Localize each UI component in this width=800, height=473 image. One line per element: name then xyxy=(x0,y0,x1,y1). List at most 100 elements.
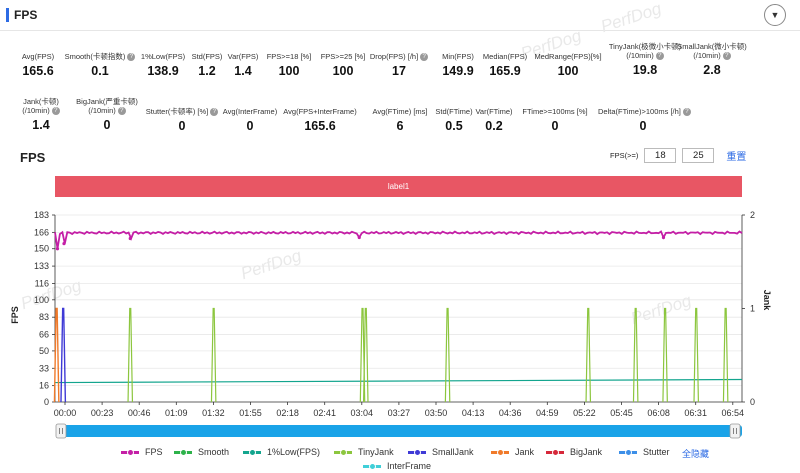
label-bar[interactable]: label1 xyxy=(55,176,742,197)
help-icon[interactable]: ? xyxy=(682,108,691,117)
stat-label: Std(FTime) xyxy=(435,107,473,116)
help-icon[interactable]: ? xyxy=(722,52,731,61)
y-tick-label: 33 xyxy=(39,363,49,373)
stat-label: Var(FTime) xyxy=(475,107,513,116)
x-tick-label: 03:27 xyxy=(388,408,411,418)
stat-value: 0 xyxy=(551,119,559,133)
legend-item-interframe[interactable]: InterFrame xyxy=(363,461,431,471)
y2-tick-label: 1 xyxy=(750,304,755,314)
y-axis-left: 0 16 33 50 66 83 100 116 133 150 166 183 xyxy=(34,210,56,407)
legend-marker xyxy=(369,462,376,470)
tinyjank-spike xyxy=(722,307,729,403)
fps-dip-point xyxy=(55,247,60,251)
fps-filter: FPS(>=) 18 25 重置 xyxy=(610,148,746,163)
x-tick-label: 00:00 xyxy=(54,408,77,418)
legend-item-fps[interactable]: FPS xyxy=(121,447,163,457)
help-icon[interactable]: ? xyxy=(420,53,429,62)
legend-swatch xyxy=(491,448,509,456)
legend-item-jank[interactable]: Jank xyxy=(491,447,534,457)
help-icon[interactable]: ? xyxy=(210,108,219,117)
jank-spike xyxy=(53,307,60,403)
legend-item-tinyjank[interactable]: TinyJank xyxy=(334,447,394,457)
help-icon[interactable]: ? xyxy=(127,53,136,62)
fps-dip-point xyxy=(357,235,361,240)
x-tick-label: 05:45 xyxy=(610,408,633,418)
x-tick-label: 03:04 xyxy=(351,408,374,418)
stat-label: Avg(FPS+InterFrame) xyxy=(283,107,357,116)
slider-handle-right xyxy=(729,423,741,439)
legend-item-1-low-fps-[interactable]: 1%Low(FPS) xyxy=(243,447,320,457)
stat-value: 0 xyxy=(246,119,254,133)
legend-marker xyxy=(180,448,187,456)
stat-stats_row2-2: Stutter(卡顿率) [%]? 0 xyxy=(137,107,227,133)
y-axis-label: FPS xyxy=(10,306,20,324)
fps-dip-point xyxy=(62,242,66,246)
chart-title: FPS xyxy=(20,150,46,165)
legend-item-smooth[interactable]: Smooth xyxy=(174,447,229,457)
legend-swatch xyxy=(174,448,192,456)
chevron-down-icon[interactable]: ▼ xyxy=(764,4,786,26)
chart-legend: FPS Smooth 1%Low(FPS) TinyJank SmallJank Jank… xyxy=(0,443,800,473)
stat-stats_row1-12: SmallJank(微小卡顿) (/10min)? 2.8 xyxy=(667,42,757,77)
tinyjank-spike xyxy=(127,307,134,403)
legend-item-stutter[interactable]: Stutter xyxy=(619,447,670,457)
stat-stats_row1-6: FPS>=25 [%] 100 xyxy=(298,52,388,78)
legend-item-bigjank[interactable]: BigJank xyxy=(546,447,602,457)
stat-value: 0 xyxy=(178,119,186,134)
x-tick-label: 00:23 xyxy=(91,408,114,418)
stat-stats_row1-7: Drop(FPS) [/h]? 17 xyxy=(354,52,444,78)
y-tick-label: 66 xyxy=(39,330,49,340)
legend-swatch xyxy=(408,448,426,456)
stat-label: TinyJank(极微小卡顿) (/10min)? xyxy=(608,42,682,61)
stat-label: Var(FPS) xyxy=(227,52,259,61)
stat-stats_row1-2: 1%Low(FPS) 138.9 xyxy=(118,52,208,78)
smalljank-spike xyxy=(60,307,67,403)
legend-swatch xyxy=(243,448,261,456)
legend-marker xyxy=(127,448,134,456)
stat-stats_row1-3: Std(FPS) 1.2 xyxy=(162,52,252,78)
stat-stats_row2-1: BigJank(严重卡顿) (/10min)? 0 xyxy=(62,97,152,132)
help-icon[interactable]: ? xyxy=(655,52,664,61)
legend-item-smalljank[interactable]: SmallJank xyxy=(408,447,474,457)
stat-stats_row1-0: Avg(FPS) 165.6 xyxy=(0,52,83,78)
legend-swatch xyxy=(121,448,139,456)
y-tick-label: 100 xyxy=(34,295,49,305)
stat-value: 165.6 xyxy=(22,64,54,78)
panel-title: FPS xyxy=(14,8,38,22)
stat-value: 0.5 xyxy=(445,119,463,133)
stat-stats_row2-7: Var(FTime) 0.2 xyxy=(449,107,539,133)
help-icon[interactable]: ? xyxy=(117,107,126,116)
fps-threshold-input-1[interactable]: 18 xyxy=(644,148,677,163)
fps-threshold-input-2[interactable]: 25 xyxy=(682,148,715,163)
tinyjank-spike xyxy=(632,307,639,403)
stat-stats_row2-8: FTime>=100ms [%] 0 xyxy=(510,107,600,133)
stat-value: 149.9 xyxy=(442,64,474,78)
legend-label: 1%Low(FPS) xyxy=(267,447,321,457)
stat-label: Avg(FTime) [ms] xyxy=(372,107,428,116)
x-tick-label: 06:54 xyxy=(722,408,745,418)
stat-stats_row1-10: MedRange(FPS)[%] 100 xyxy=(523,52,613,78)
stat-value: 165.6 xyxy=(304,119,336,133)
y-tick-label: 0 xyxy=(44,397,49,407)
x-axis: 00:00 00:23 00:46 01:09 01:32 01:55 02:18 02:41… xyxy=(54,401,745,418)
stat-stats_row1-4: Var(FPS) 1.4 xyxy=(198,52,288,78)
legend-label: Stutter xyxy=(643,447,670,457)
legend-label: FPS xyxy=(145,447,163,457)
legend-label: SmallJank xyxy=(432,447,474,457)
reset-button[interactable]: 重置 xyxy=(726,152,747,163)
y2-tick-label: 2 xyxy=(750,210,755,220)
legend-label: TinyJank xyxy=(358,447,394,457)
legend-label: Jank xyxy=(515,447,535,457)
y-axis-right: 0 1 2 xyxy=(741,210,755,407)
stat-value: 2.8 xyxy=(703,63,721,78)
stat-stats_row1-1: Smooth(卡顿指数)? 0.1 xyxy=(55,52,145,78)
stat-label: Median(FPS) xyxy=(482,52,528,61)
stat-label: FTime>=100ms [%] xyxy=(522,107,588,116)
tinyjank-spike xyxy=(444,307,451,403)
toggle-all-series-button[interactable]: 全隐藏 xyxy=(682,449,710,459)
help-icon[interactable]: ? xyxy=(51,107,60,116)
stat-value: 100 xyxy=(332,64,354,78)
stat-label: Avg(FPS) xyxy=(21,52,55,61)
stat-value: 165.9 xyxy=(489,64,521,78)
